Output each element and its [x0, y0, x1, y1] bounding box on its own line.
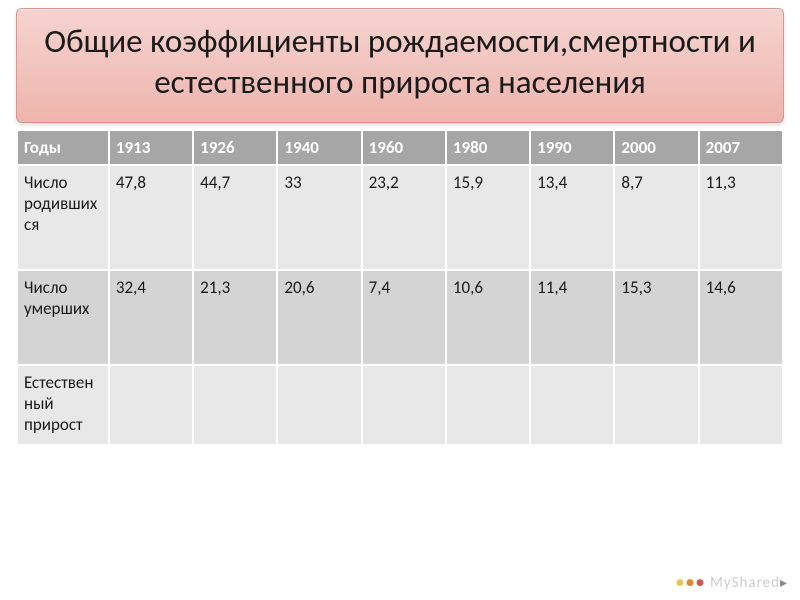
- data-cell: [614, 365, 698, 445]
- table-row: Число родившихся 47,8 44,7 33 23,2 15,9 …: [17, 165, 783, 270]
- data-cell: [530, 365, 614, 445]
- data-cell: 8,7: [614, 165, 698, 270]
- header-cell: 1990: [530, 130, 614, 165]
- data-cell: 44,7: [193, 165, 277, 270]
- row-label: Число умерших: [17, 270, 109, 365]
- data-cell: 47,8: [109, 165, 193, 270]
- table-row: Естественный прирост: [17, 365, 783, 445]
- table-header-row: Годы 1913 1926 1940 1960 1980 1990 2000 …: [17, 130, 783, 165]
- title-box: Общие коэффициенты рождаемости,смертност…: [16, 8, 784, 123]
- slide-title: Общие коэффициенты рождаемости,смертност…: [37, 21, 763, 104]
- row-label: Число родившихся: [17, 165, 109, 270]
- data-cell: 21,3: [193, 270, 277, 365]
- data-cell: 32,4: [109, 270, 193, 365]
- data-cell: 20,6: [277, 270, 361, 365]
- data-cell: 7,4: [362, 270, 446, 365]
- header-cell: Годы: [17, 130, 109, 165]
- slide-container: Общие коэффициенты рождаемости,смертност…: [0, 0, 800, 600]
- data-cell: 11,4: [530, 270, 614, 365]
- watermark-icon: ●: [696, 574, 706, 592]
- arrow-icon: ▸: [780, 574, 788, 591]
- watermark: ●●● MyShared▸: [675, 574, 788, 592]
- data-cell: 15,3: [614, 270, 698, 365]
- data-cell: [699, 365, 783, 445]
- header-cell: 1960: [362, 130, 446, 165]
- header-cell: 1926: [193, 130, 277, 165]
- data-cell: 15,9: [446, 165, 530, 270]
- watermark-icon: ●: [685, 574, 695, 592]
- table-row: Число умерших 32,4 21,3 20,6 7,4 10,6 11…: [17, 270, 783, 365]
- row-label: Естественный прирост: [17, 365, 109, 445]
- header-cell: 2007: [699, 130, 783, 165]
- data-table: Годы 1913 1926 1940 1960 1980 1990 2000 …: [16, 129, 784, 446]
- data-cell: 10,6: [446, 270, 530, 365]
- header-cell: 1940: [277, 130, 361, 165]
- header-cell: 1980: [446, 130, 530, 165]
- watermark-text: yShared: [724, 574, 780, 592]
- data-cell: 14,6: [699, 270, 783, 365]
- watermark-m: M: [710, 574, 724, 592]
- data-cell: [109, 365, 193, 445]
- data-cell: 13,4: [530, 165, 614, 270]
- data-cell: [362, 365, 446, 445]
- data-cell: 33: [277, 165, 361, 270]
- data-cell: [193, 365, 277, 445]
- data-cell: [277, 365, 361, 445]
- data-cell: 11,3: [699, 165, 783, 270]
- data-cell: 23,2: [362, 165, 446, 270]
- header-cell: 2000: [614, 130, 698, 165]
- header-cell: 1913: [109, 130, 193, 165]
- watermark-icon: ●: [675, 574, 685, 592]
- data-cell: [446, 365, 530, 445]
